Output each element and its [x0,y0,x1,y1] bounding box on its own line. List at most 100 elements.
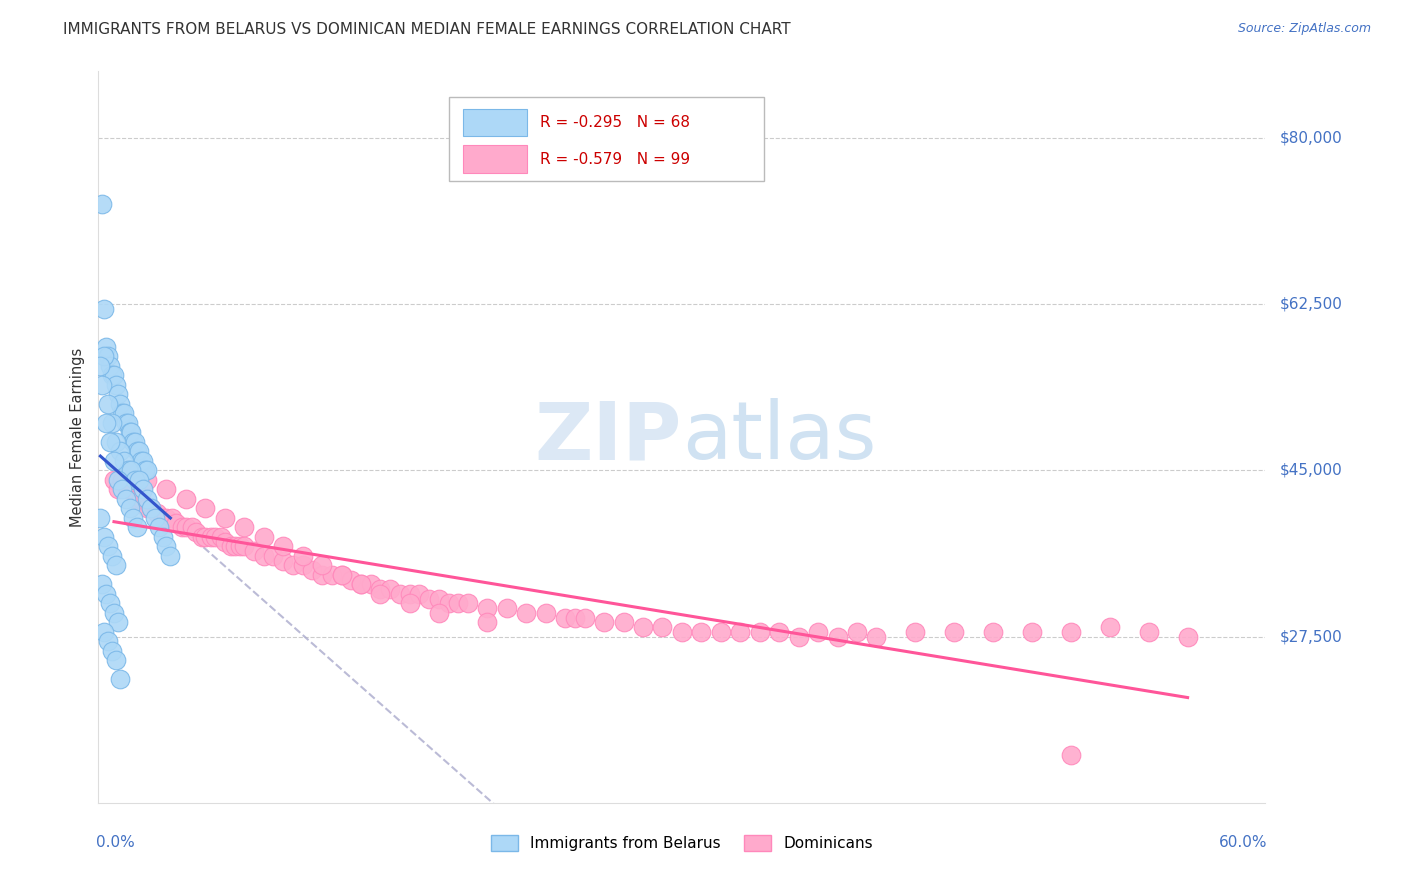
Point [112,454,135,468]
Point [136,473,159,487]
Point [91,577,114,591]
Point [1060,624,1083,639]
Point [174,491,197,506]
Point [93,349,115,363]
Text: R = -0.579   N = 99: R = -0.579 N = 99 [540,152,690,167]
Text: $80,000: $80,000 [1279,130,1343,145]
Point [1137,624,1160,639]
Point [184,524,207,539]
Point [194,501,217,516]
Point [104,558,127,573]
Point [91,197,114,211]
Point [787,630,810,644]
Point [190,530,212,544]
Point [233,520,256,534]
Point [122,511,145,525]
Point [271,553,294,567]
Text: $45,000: $45,000 [1279,463,1343,478]
Point [904,624,927,639]
Point [117,416,139,430]
Point [96,340,118,354]
Point [380,582,402,596]
Point [710,624,733,639]
Point [103,368,125,383]
Point [107,483,129,497]
Point [104,377,127,392]
Point [134,463,156,477]
Point [1060,748,1083,763]
Point [613,615,636,630]
Text: atlas: atlas [682,398,876,476]
FancyBboxPatch shape [463,145,527,173]
Point [243,544,266,558]
Point [301,563,323,577]
Point [124,434,146,449]
Point [1177,630,1199,644]
Point [477,601,499,615]
Point [807,624,830,639]
Point [128,473,150,487]
Point [398,596,420,610]
Point [129,491,152,506]
Point [574,610,596,624]
Point [155,539,177,553]
Point [111,483,134,497]
Point [398,587,420,601]
Point [143,511,166,525]
Point [136,491,159,506]
Point [152,511,174,525]
Point [865,630,887,644]
Text: $62,500: $62,500 [1279,297,1343,311]
Point [129,454,152,468]
Y-axis label: Median Female Earnings: Median Female Earnings [70,348,86,526]
Point [112,406,135,420]
Point [101,549,124,563]
Point [827,630,849,644]
Point [114,491,136,506]
Point [1098,620,1121,634]
Point [146,506,169,520]
Point [165,516,187,530]
Point [194,530,217,544]
Point [103,473,125,487]
Point [321,567,343,582]
Point [330,567,353,582]
Point [204,530,226,544]
Point [89,359,111,373]
Point [593,615,616,630]
Point [117,463,139,477]
Point [96,416,118,430]
Point [101,368,124,383]
Text: R = -0.295   N = 68: R = -0.295 N = 68 [540,115,689,130]
Point [281,558,304,573]
Point [427,591,450,606]
Point [98,596,121,610]
Point [97,349,120,363]
Point [121,463,143,477]
Point [388,587,411,601]
Point [136,463,159,477]
Point [370,582,392,596]
Point [96,587,118,601]
Point [534,606,557,620]
Point [121,425,143,440]
Point [108,673,131,687]
Point [107,473,129,487]
Point [233,539,256,553]
Point [107,387,129,401]
Point [101,416,124,430]
Point [127,444,149,458]
Point [200,530,222,544]
Point [690,624,713,639]
Point [121,483,143,497]
Point [224,539,246,553]
Point [128,444,150,458]
Point [730,624,752,639]
Point [108,444,131,458]
Point [457,596,479,610]
Point [127,491,149,506]
Point [291,549,314,563]
Point [360,577,382,591]
Point [437,596,460,610]
Point [943,624,966,639]
